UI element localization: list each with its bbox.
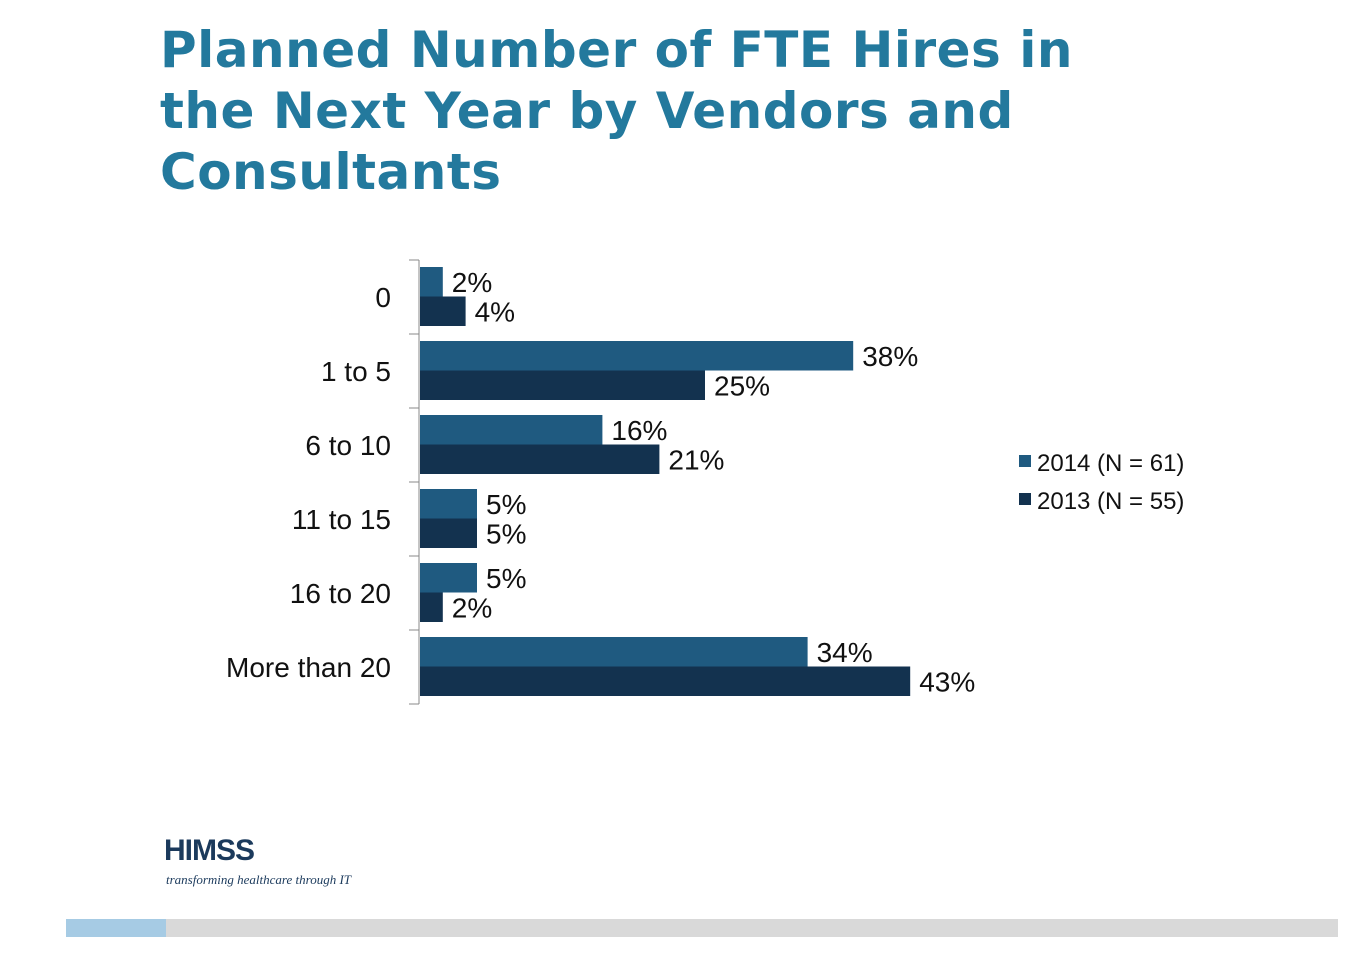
data-label: 43% (919, 667, 975, 698)
bar (420, 489, 477, 519)
bar (420, 267, 443, 297)
data-label: 4% (475, 297, 515, 328)
data-label: 5% (486, 519, 526, 550)
category-label: 1 to 5 (321, 356, 391, 387)
logo-tagline: transforming healthcare through IT (166, 872, 352, 887)
data-label: 2% (452, 267, 492, 298)
data-label: 5% (486, 563, 526, 594)
legend-label: 2014 (N = 61) (1037, 450, 1184, 477)
category-label: 11 to 15 (292, 504, 391, 535)
data-label: 5% (486, 489, 526, 520)
legend-swatch (1019, 455, 1031, 467)
bar (420, 637, 808, 667)
logo-mark: HIMSS (164, 834, 255, 867)
himss-logo: HIMSS transforming healthcare through IT (164, 834, 384, 894)
bar (420, 666, 911, 696)
data-label: 21% (668, 445, 724, 476)
bar (420, 563, 477, 593)
category-label: 0 (375, 282, 391, 313)
data-label: 25% (714, 371, 770, 402)
slide-title: Planned Number of FTE Hires in the Next … (160, 21, 1073, 201)
bar (420, 592, 443, 622)
category-label: 16 to 20 (290, 578, 391, 609)
bar (420, 341, 854, 371)
legend-swatch (1019, 493, 1031, 505)
bar (420, 518, 477, 548)
bar (420, 370, 705, 400)
bar (420, 415, 603, 445)
footer-accent (66, 919, 166, 937)
data-label: 38% (862, 341, 918, 372)
bar (420, 296, 466, 326)
data-label: 16% (611, 415, 667, 446)
data-label: 34% (817, 637, 873, 668)
data-label: 2% (452, 593, 492, 624)
bar (420, 444, 660, 474)
category-label: 6 to 10 (305, 430, 391, 461)
footer-bar (66, 919, 1338, 937)
legend-label: 2013 (N = 55) (1037, 488, 1184, 515)
category-label: More than 20 (226, 652, 391, 683)
